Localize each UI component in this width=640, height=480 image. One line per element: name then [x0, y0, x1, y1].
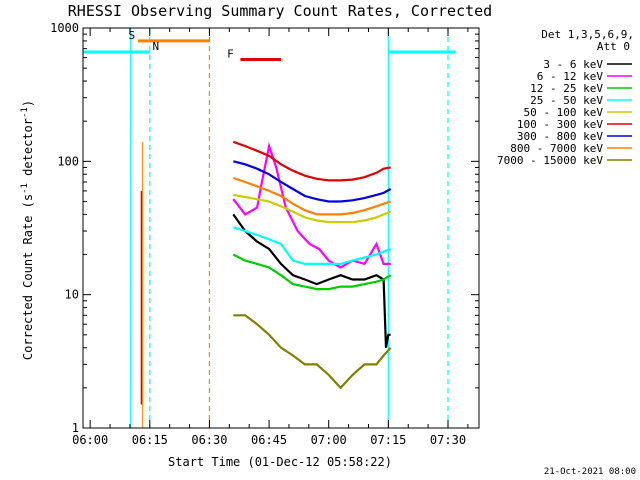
plot-frame	[82, 27, 480, 429]
series-line	[233, 160, 392, 203]
series-line	[232, 213, 391, 348]
flag-label: F	[227, 48, 234, 61]
flag-label: N	[152, 40, 159, 53]
y-axis-label: Corrected Count Rate (s-1 detector-1)	[20, 100, 35, 360]
legend-label: 25 - 50 keV	[530, 94, 603, 107]
x-tick-label: 07:00	[311, 433, 347, 447]
y-tick-label: 1000	[50, 21, 79, 35]
x-axis-ticks: 06:00 06:15 06:30 06:45 07:00 07:15 07:30	[72, 28, 469, 447]
series-line	[232, 226, 392, 265]
y-tick-label: 10	[65, 288, 79, 302]
legend-label: 6 - 12 keV	[537, 70, 604, 83]
x-tick-label: 06:00	[72, 433, 108, 447]
legend-label: 800 - 7000 keV	[510, 142, 603, 155]
legend-label: 12 - 25 keV	[530, 82, 603, 95]
x-tick-label: 07:15	[370, 433, 406, 447]
y-axis-label-sup1: -1	[20, 183, 30, 194]
y-axis-ticks: 1 10 100 1000	[50, 21, 479, 435]
x-tick-label: 06:45	[251, 433, 287, 447]
legend-title-line1: Det 1,3,5,6,9,	[541, 28, 634, 41]
legend-label: 100 - 300 keV	[517, 118, 603, 131]
y-axis-label-part2: detector	[21, 118, 35, 183]
series-line	[233, 314, 392, 390]
legend-label: 7000 - 15000 keV	[497, 154, 603, 167]
plot-area: S N F	[83, 28, 456, 428]
series-line	[232, 140, 391, 182]
y-axis-label-part1: Corrected Count Rate (s	[21, 194, 35, 360]
legend-label: 3 - 6 keV	[543, 58, 603, 71]
y-tick-label: 1	[72, 421, 79, 435]
legend-label: 300 - 800 keV	[517, 130, 603, 143]
flag-label: S	[129, 29, 136, 42]
chart-title: RHESSI Observing Summary Count Rates, Co…	[68, 2, 492, 20]
series-line	[232, 253, 392, 291]
x-axis-label: Start Time (01-Dec-12 05:58:22)	[168, 455, 392, 469]
series-line	[233, 193, 392, 224]
series-line	[232, 176, 392, 216]
y-axis-label-part3: )	[21, 100, 35, 107]
x-tick-label: 06:30	[191, 433, 227, 447]
series-line	[232, 141, 391, 269]
footer-timestamp: 21-Oct-2021 08:00	[544, 467, 636, 477]
legend-label: 50 - 100 keV	[524, 106, 604, 119]
x-tick-label: 06:15	[132, 433, 168, 447]
y-axis-label-sup2: -1	[20, 107, 30, 118]
y-tick-label: 100	[57, 154, 79, 168]
legend-title-line2: Att 0	[597, 40, 630, 53]
x-tick-label: 07:30	[430, 433, 466, 447]
